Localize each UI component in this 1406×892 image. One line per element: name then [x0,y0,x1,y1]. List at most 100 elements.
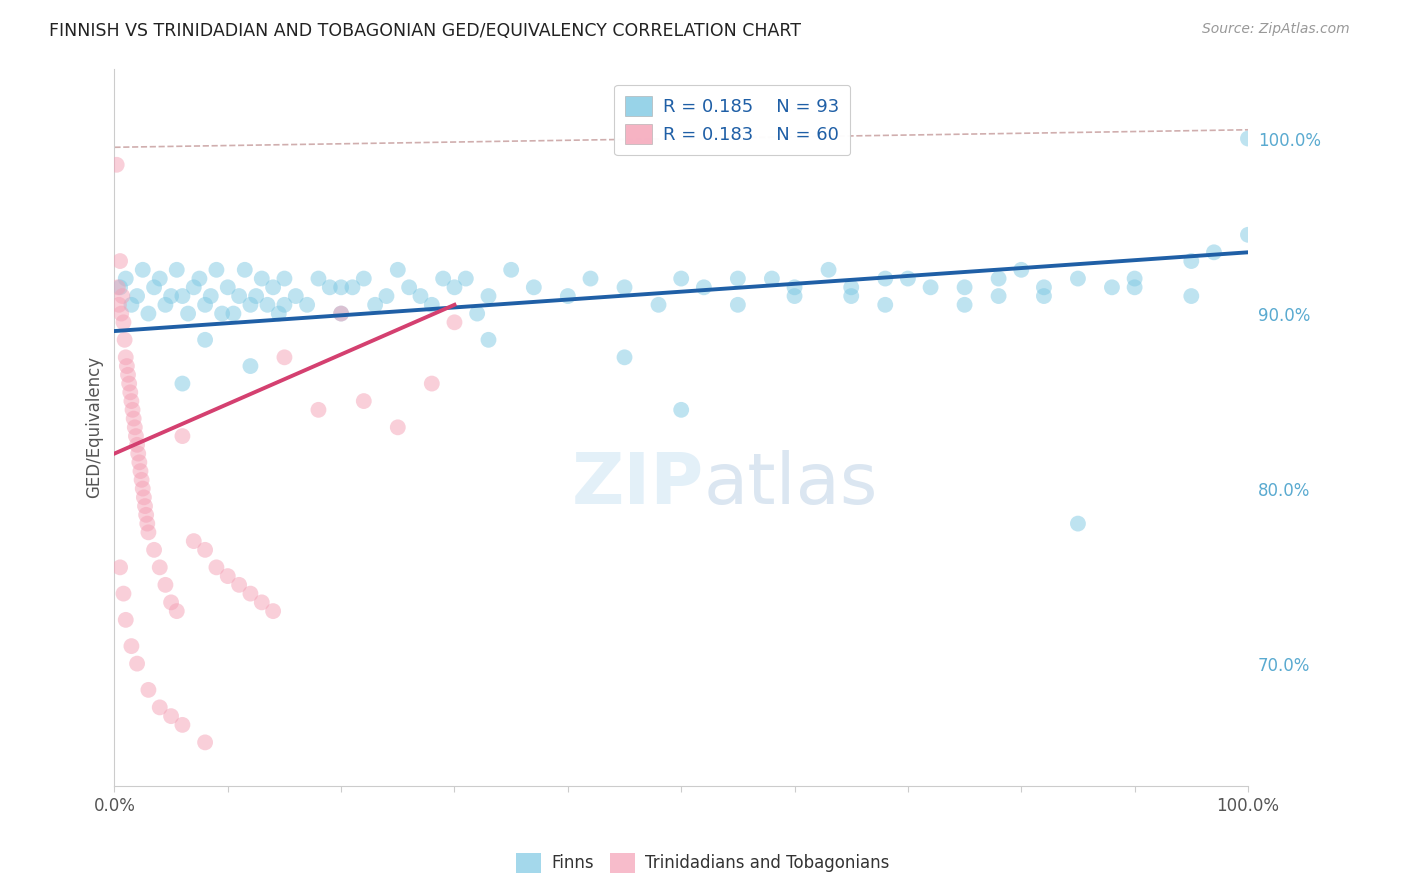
Point [118,376,141,391]
Point [267,307,290,321]
Point [110,307,132,321]
Point [114,613,136,627]
Point [375,289,398,303]
Point [273,298,295,312]
Point [160,595,183,609]
Point [108,280,131,294]
Point [228,578,250,592]
Point [920,280,942,294]
Point [149,700,172,714]
Point [132,482,155,496]
Point [194,542,217,557]
Point [817,262,839,277]
Point [319,280,342,294]
Legend: Finns, Trinidadians and Tobagonians: Finns, Trinidadians and Tobagonians [509,847,897,880]
Point [125,289,148,303]
Point [134,499,156,513]
Point [465,307,488,321]
Y-axis label: GED/Equivalency: GED/Equivalency [86,356,103,499]
Text: ZIP: ZIP [572,450,704,519]
Point [387,420,409,434]
Point [125,438,148,452]
Point [200,289,222,303]
Legend: R = 0.185    N = 93, R = 0.183    N = 60: R = 0.185 N = 93, R = 0.183 N = 60 [614,85,851,155]
Point [330,307,353,321]
Point [129,464,152,478]
Point [205,560,228,574]
Point [727,271,749,285]
Point [125,657,148,671]
Point [194,298,217,312]
Point [138,682,160,697]
Point [155,298,177,312]
Point [125,429,148,443]
Point [143,280,166,294]
Point [128,455,150,469]
Point [228,289,250,303]
Point [108,298,131,312]
Point [501,262,523,277]
Point [138,525,160,540]
Point [262,280,284,294]
Point [194,735,217,749]
Point [138,307,160,321]
Point [342,280,364,294]
Point [155,578,177,592]
Point [114,271,136,285]
Point [177,307,200,321]
Point [1180,289,1202,303]
Point [107,280,129,294]
Point [330,307,353,321]
Point [166,604,188,618]
Point [353,394,375,409]
Point [1032,289,1054,303]
Point [172,429,194,443]
Point [613,280,636,294]
Point [160,289,183,303]
Point [172,718,194,732]
Point [1123,280,1146,294]
Point [135,508,157,522]
Point [783,289,806,303]
Point [953,280,976,294]
Point [477,333,499,347]
Point [108,254,131,268]
Point [1237,227,1260,242]
Point [1067,516,1090,531]
Text: FINNISH VS TRINIDADIAN AND TOBAGONIAN GED/EQUIVALENCY CORRELATION CHART: FINNISH VS TRINIDADIAN AND TOBAGONIAN GE… [49,22,801,40]
Point [353,271,375,285]
Point [114,351,136,365]
Point [273,271,295,285]
Point [127,447,149,461]
Point [250,271,273,285]
Point [284,289,307,303]
Point [136,516,159,531]
Point [839,289,862,303]
Point [217,569,239,583]
Point [172,289,194,303]
Point [693,280,716,294]
Point [166,262,188,277]
Point [409,289,432,303]
Point [669,271,692,285]
Point [387,262,409,277]
Text: atlas: atlas [704,450,879,519]
Point [245,289,267,303]
Point [443,280,465,294]
Point [117,368,139,382]
Point [557,289,579,303]
Point [669,402,692,417]
Point [432,271,454,285]
Point [183,280,205,294]
Point [115,359,138,373]
Point [420,376,443,391]
Point [839,280,862,294]
Point [330,280,353,294]
Point [398,280,420,294]
Point [188,271,211,285]
Point [454,271,477,285]
Point [217,280,239,294]
Point [111,289,134,303]
Point [897,271,920,285]
Point [1180,254,1202,268]
